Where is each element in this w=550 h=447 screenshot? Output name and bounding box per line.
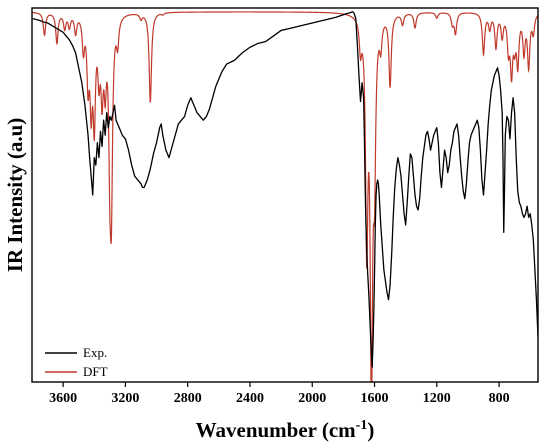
plot-frame <box>31 7 539 383</box>
legend-label-dft: DFT <box>83 364 108 379</box>
y-axis-title: IR Intensity (a.u) <box>3 118 27 273</box>
x-axis: 3600 3200 2800 2400 2000 1600 1200 800 <box>49 382 510 406</box>
x-tick-label: 1600 <box>361 391 389 406</box>
series-line-dft <box>32 11 538 382</box>
legend: Exp. DFT <box>45 345 108 379</box>
x-axis-title-main: Wavenumber (cm <box>196 418 357 442</box>
x-axis-title-superscript: -1 <box>356 418 368 433</box>
x-tick-label: 1200 <box>423 391 451 406</box>
x-axis-title: Wavenumber (cm-1) <box>196 418 375 442</box>
x-tick-label: 3200 <box>111 391 139 406</box>
x-tick-label: 2800 <box>174 391 202 406</box>
legend-label-exp: Exp. <box>83 345 107 360</box>
series-line-exp <box>32 11 538 368</box>
x-tick-label: 800 <box>489 391 510 406</box>
svg-text:Wavenumber (cm-1): Wavenumber (cm-1) <box>196 418 375 442</box>
x-axis-title-end: ) <box>367 418 374 442</box>
x-tick-label: 2400 <box>236 391 264 406</box>
x-tick-label: 3600 <box>49 391 77 406</box>
x-tick-label: 2000 <box>298 391 326 406</box>
